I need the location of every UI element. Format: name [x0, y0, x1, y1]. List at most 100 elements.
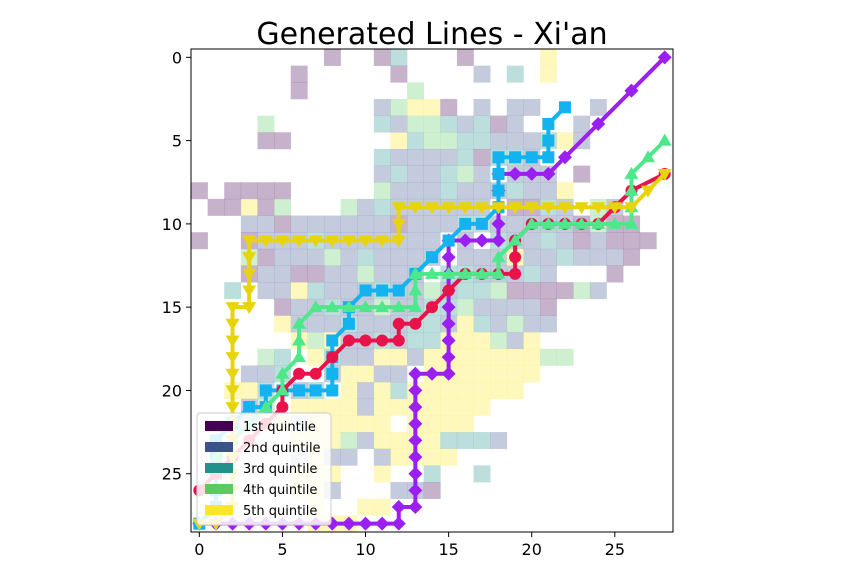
- series-point: [408, 483, 423, 498]
- heatmap-cell: [423, 398, 441, 416]
- heatmap-cell: [440, 132, 458, 150]
- heatmap-cell: [373, 98, 391, 116]
- heatmap-cell: [506, 215, 524, 233]
- series-point: [392, 317, 405, 330]
- series-point: [408, 266, 423, 279]
- series-point: [342, 334, 355, 347]
- heatmap-cell: [423, 315, 441, 333]
- heatmap-cell: [473, 398, 491, 416]
- heatmap-cell: [390, 148, 408, 166]
- heatmap-cell: [340, 265, 358, 283]
- heatmap-cell: [490, 382, 508, 400]
- heatmap-cell: [323, 398, 341, 416]
- heatmap-cell: [357, 365, 375, 383]
- heatmap-cell: [440, 182, 458, 200]
- heatmap-cell: [490, 432, 508, 450]
- series-point: [391, 500, 406, 515]
- heatmap-cell: [423, 182, 441, 200]
- series-point: [359, 284, 372, 297]
- heatmap-cell: [340, 198, 358, 216]
- heatmap-cell: [307, 348, 325, 366]
- heatmap-cell: [390, 265, 408, 283]
- heatmap-cell: [540, 232, 557, 250]
- heatmap-cell: [473, 115, 491, 133]
- series-point: [591, 116, 606, 131]
- series-point: [308, 300, 323, 313]
- heatmap-cell: [506, 365, 524, 383]
- heatmap-cell: [323, 315, 341, 333]
- series-point: [574, 202, 589, 215]
- heatmap-cell: [523, 98, 541, 116]
- series-point: [358, 516, 373, 531]
- series-point: [509, 251, 522, 264]
- series-point: [408, 450, 423, 465]
- heatmap-cell: [357, 198, 375, 216]
- heatmap-cell: [540, 248, 557, 266]
- series-point: [243, 401, 256, 414]
- heatmap-cell: [373, 348, 391, 366]
- series-point: [441, 266, 456, 279]
- series-point: [392, 334, 405, 347]
- heatmap-cell: [357, 348, 375, 366]
- heatmap-cell: [307, 248, 325, 266]
- heatmap-cell: [257, 132, 275, 150]
- heatmap-cell: [240, 182, 258, 200]
- series-point: [341, 516, 356, 531]
- x-tick-label: 20: [522, 540, 542, 559]
- series-point: [557, 202, 572, 215]
- heatmap-cell: [240, 215, 258, 233]
- x-tick-label: 15: [438, 540, 458, 559]
- heatmap-cell: [473, 132, 491, 150]
- x-tick-label: 0: [194, 540, 204, 559]
- heatmap-cell: [357, 432, 375, 450]
- heatmap-cell: [456, 315, 474, 333]
- series-point: [308, 235, 323, 248]
- heatmap-cell: [423, 448, 441, 466]
- series-point: [242, 252, 257, 265]
- heatmap-cell: [440, 448, 458, 466]
- heatmap-cell: [623, 232, 641, 250]
- heatmap-cell: [290, 65, 308, 83]
- heatmap-cell: [290, 282, 308, 300]
- series-point: [326, 351, 339, 364]
- heatmap-cell: [473, 465, 491, 483]
- heatmap-cell: [407, 232, 424, 250]
- heatmap-cell: [373, 465, 391, 483]
- series-point: [657, 133, 672, 146]
- series-point: [491, 202, 506, 215]
- series-point: [258, 235, 273, 248]
- heatmap-cell: [274, 182, 292, 200]
- heatmap-cell: [257, 348, 275, 366]
- series-point: [441, 300, 456, 315]
- series-point: [574, 216, 589, 229]
- heatmap-cell: [473, 182, 491, 200]
- series-point: [441, 202, 456, 215]
- heatmap-cell: [456, 332, 474, 350]
- heatmap-cell: [473, 98, 491, 116]
- heatmap-cell: [407, 248, 424, 266]
- heatmap-cell: [407, 182, 424, 200]
- legend-swatch: [205, 442, 233, 452]
- heatmap-cell: [373, 115, 391, 133]
- heatmap-cell: [606, 265, 624, 283]
- heatmap-cell: [290, 265, 308, 283]
- heatmap-cell: [490, 315, 508, 333]
- series-point: [508, 166, 523, 181]
- heatmap-cell: [423, 132, 441, 150]
- series-point: [542, 117, 555, 130]
- heatmap-cell: [440, 165, 458, 183]
- heatmap-cell: [440, 415, 458, 433]
- heatmap-cell: [407, 115, 424, 133]
- series-point: [342, 317, 355, 330]
- series-point: [391, 202, 406, 215]
- heatmap-cell: [323, 49, 341, 66]
- series-point: [242, 268, 257, 281]
- heatmap-cell: [490, 365, 508, 383]
- heatmap-cell: [456, 182, 474, 200]
- heatmap-cell: [407, 348, 424, 366]
- series-point: [292, 316, 307, 329]
- series-point: [426, 251, 438, 264]
- x-tick-label: 10: [355, 540, 375, 559]
- series-point: [474, 266, 489, 279]
- heatmap-cell: [274, 298, 292, 316]
